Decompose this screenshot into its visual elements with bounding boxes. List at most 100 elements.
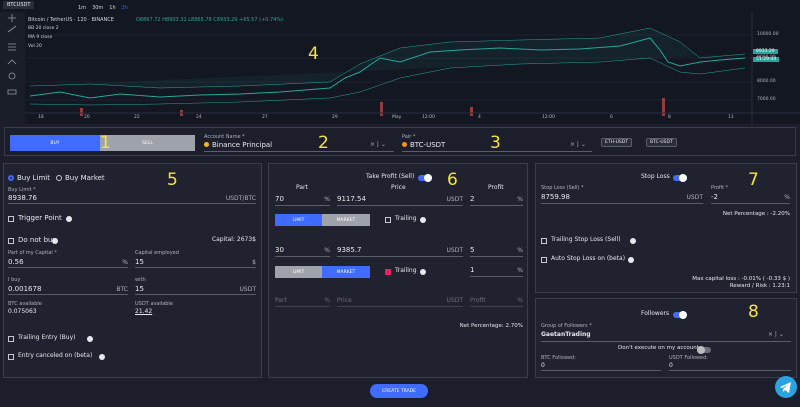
- telegram-icon[interactable]: [780, 382, 791, 393]
- market-button[interactable]: MARKET: [322, 266, 370, 278]
- account-select[interactable]: Binance Principal: [212, 141, 273, 149]
- field-label: Stop Loss (Sell) *: [541, 185, 584, 191]
- interval[interactable]: 2h: [121, 5, 129, 11]
- placeholder[interactable]: Price: [337, 297, 352, 304]
- checkbox[interactable]: [541, 238, 547, 244]
- checkbox-label[interactable]: Trailing Stop Loss (Sell): [551, 236, 621, 243]
- panel-title: Take Profit (Sell): [366, 173, 415, 180]
- radio-label[interactable]: Buy Market: [65, 174, 105, 182]
- checkbox[interactable]: [8, 336, 14, 342]
- input-value[interactable]: 2: [470, 195, 475, 203]
- field-label: Group of Followers *: [541, 323, 592, 329]
- toggle[interactable]: [673, 311, 687, 319]
- balance[interactable]: 21.42: [135, 308, 153, 315]
- interval[interactable]: 30m: [92, 5, 104, 11]
- input-value[interactable]: 0.56: [8, 258, 24, 266]
- price-label: 7000.00: [757, 97, 776, 102]
- create-trade-button[interactable]: CREATE TRADE: [370, 384, 428, 398]
- limit-button[interactable]: LIMIT: [275, 214, 322, 226]
- checkbox[interactable]: [8, 216, 14, 222]
- help-icon[interactable]: [630, 238, 636, 244]
- input-unit: %: [517, 297, 523, 304]
- select-controls[interactable]: × | ⌄: [370, 141, 386, 148]
- interval[interactable]: 1m: [78, 5, 87, 11]
- radio[interactable]: [56, 175, 62, 181]
- tool-icon[interactable]: [8, 14, 16, 22]
- help-icon[interactable]: [420, 269, 426, 275]
- select-controls[interactable]: × | ⌄: [768, 331, 784, 338]
- market-button[interactable]: MARKET: [322, 214, 370, 226]
- checkbox[interactable]: [8, 238, 14, 244]
- radio-selected[interactable]: [8, 175, 14, 181]
- chart-tab[interactable]: BTCUSDT: [3, 1, 35, 9]
- checkbox-label[interactable]: Trailing: [395, 215, 417, 222]
- checkbox[interactable]: [541, 257, 547, 263]
- input-unit: %: [324, 297, 330, 304]
- checkbox[interactable]: [385, 217, 391, 223]
- help-icon[interactable]: [66, 216, 72, 222]
- field-label: Buy Limit *: [8, 187, 36, 193]
- underline: [135, 294, 256, 295]
- favorite-pair[interactable]: ETH-USDT: [601, 138, 632, 147]
- checkbox[interactable]: [8, 354, 14, 360]
- input-value[interactable]: -2: [711, 193, 718, 201]
- help-icon[interactable]: [87, 336, 93, 342]
- input-value[interactable]: 1: [470, 266, 475, 274]
- input-value[interactable]: 8938.76: [8, 194, 37, 202]
- volume-bar: [80, 108, 83, 116]
- interval-bar: 1m 30m 1h 2h: [78, 5, 128, 11]
- limit-button[interactable]: LIMIT: [275, 266, 322, 278]
- placeholder[interactable]: Part: [275, 297, 287, 304]
- input-value[interactable]: 70: [275, 195, 284, 203]
- price-line: [29, 37, 746, 99]
- telegram-button[interactable]: [774, 375, 798, 399]
- help-icon[interactable]: [628, 257, 634, 263]
- input-unit: %: [517, 267, 523, 274]
- toggle[interactable]: [697, 346, 711, 354]
- top-bar: [4, 127, 796, 156]
- tool-icon[interactable]: [8, 72, 16, 80]
- checkbox-label[interactable]: Auto Stop Loss on (beta): [551, 255, 626, 262]
- select-controls[interactable]: × | ⌄: [570, 141, 586, 148]
- input-unit: USDT: [446, 247, 464, 254]
- help-icon[interactable]: [420, 217, 426, 223]
- help-icon[interactable]: [99, 354, 105, 360]
- toggle[interactable]: [418, 174, 432, 182]
- checkbox-label[interactable]: Do not buy: [18, 236, 57, 244]
- toggle[interactable]: [673, 174, 687, 182]
- input-value[interactable]: 9385.7: [337, 246, 362, 254]
- help-icon[interactable]: [52, 238, 58, 244]
- tool-icon[interactable]: [8, 43, 16, 51]
- tool-icon[interactable]: [7, 59, 17, 65]
- input-value[interactable]: 9117.54: [337, 195, 366, 203]
- input-value[interactable]: 15: [135, 285, 144, 293]
- placeholder[interactable]: Profit: [470, 297, 486, 304]
- sell-button[interactable]: SELL: [100, 135, 195, 151]
- input-value[interactable]: 15: [135, 258, 144, 266]
- tool-icon[interactable]: [7, 25, 17, 33]
- checkbox-checked[interactable]: [385, 269, 391, 275]
- input-value[interactable]: 30: [275, 246, 284, 254]
- interval[interactable]: 1h: [109, 5, 116, 11]
- time-label: 29: [332, 115, 338, 120]
- input-unit: USDT: [446, 196, 464, 203]
- tool-icon[interactable]: [7, 89, 17, 95]
- buy-button[interactable]: BUY: [10, 135, 100, 151]
- radio-label[interactable]: Buy Limit: [17, 174, 50, 182]
- time-label: May: [392, 115, 402, 120]
- input-value[interactable]: 5: [470, 246, 475, 254]
- tool-icons[interactable]: [7, 14, 17, 95]
- pair-select[interactable]: BTC-USDT: [410, 141, 446, 149]
- input-value[interactable]: 8759.98: [541, 193, 570, 201]
- checkbox-label[interactable]: Entry canceled on (beta): [18, 352, 93, 359]
- group-select[interactable]: GaetanTrading: [541, 331, 591, 338]
- underline: [275, 205, 330, 206]
- checkbox-label[interactable]: Trigger Point: [18, 214, 62, 222]
- time-label: 12:00: [422, 115, 435, 120]
- favorite-pair[interactable]: BTC-USDT: [646, 138, 677, 147]
- input-value[interactable]: 0.001678: [8, 285, 42, 293]
- input-unit: USDT: [239, 286, 257, 293]
- checkbox-label[interactable]: Trailing Entry (Buy): [18, 334, 76, 341]
- checkbox-label[interactable]: Trailing: [395, 267, 417, 274]
